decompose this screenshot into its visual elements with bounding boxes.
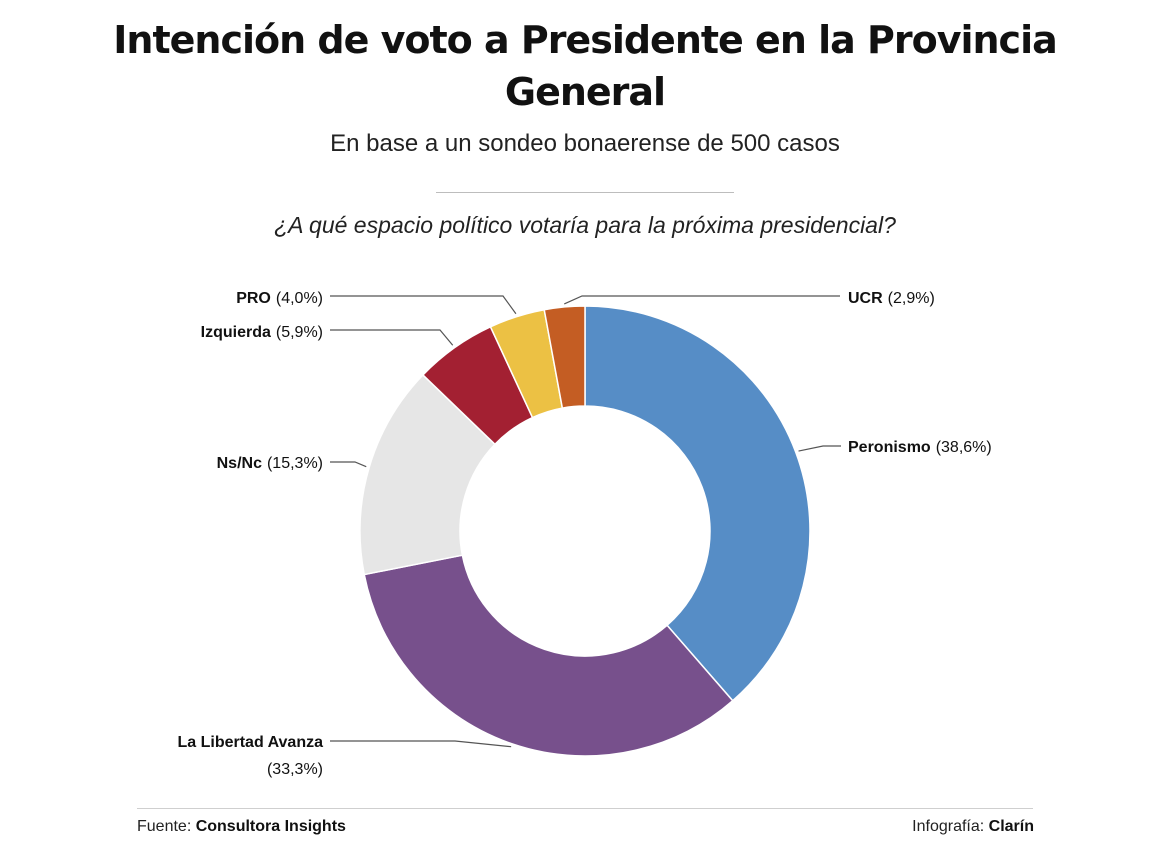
label-peronismo-pct: (38,6%) [936, 439, 992, 456]
leader-lines [330, 295, 841, 748]
label-pro: PRO (4,0%) [236, 290, 323, 307]
chart-title-line-1: Intención de voto a Presidente en la Pro… [113, 18, 1057, 62]
footer-credit: Infografía: Clarín [912, 818, 1034, 836]
footer-source: Fuente: Consultora Insights [137, 818, 346, 836]
chart-subtitle: En base a un sondeo bonaerense de 500 ca… [330, 130, 840, 157]
chart-title: Intención de voto a Presidente en la Pro… [0, 14, 1170, 118]
label-nsnc-pct: (15,3%) [267, 455, 323, 472]
survey-question: ¿A qué espacio político votaría para la … [274, 212, 896, 238]
label-nsnc-name: Ns/Nc [217, 455, 262, 472]
leader-ns-nc [330, 461, 367, 468]
label-izquierda-name: Izquierda [201, 324, 271, 341]
leader-pro [330, 295, 517, 315]
label-izquierda: Izquierda (5,9%) [201, 324, 323, 341]
footer-credit-name: Clarín [988, 818, 1034, 835]
title-divider [436, 192, 734, 193]
label-lla-pct: (33,3%) [267, 761, 323, 778]
donut-slices [359, 305, 811, 757]
slice-peronismo [584, 305, 811, 702]
footer-source-name: Consultora Insights [195, 818, 346, 835]
label-peronismo-name: Peronismo [848, 439, 931, 456]
slice-la-libertad-avanza [363, 554, 734, 757]
label-pro-name: PRO [236, 290, 271, 307]
footer-credit-label: Infografía: [912, 818, 989, 835]
label-ucr-name: UCR [848, 290, 883, 307]
label-peronismo: Peronismo (38,6%) [848, 439, 992, 456]
chart-title-line-2: General [504, 70, 666, 114]
leader-izquierda [330, 329, 454, 346]
footer-source-label: Fuente: [137, 818, 196, 835]
label-pro-pct: (4,0%) [276, 290, 323, 307]
label-ucr-pct: (2,9%) [888, 290, 935, 307]
leader-peronismo [798, 445, 841, 452]
label-izquierda-pct: (5,9%) [276, 324, 323, 341]
label-lla-name-line: La Libertad Avanza [177, 734, 323, 751]
slice-ucr [543, 305, 586, 409]
leader-la-libertad-avanza [330, 740, 512, 748]
label-lla-name: La Libertad Avanza [177, 734, 323, 751]
leader-ucr [564, 295, 840, 305]
label-ucr: UCR (2,9%) [848, 290, 935, 307]
footer-divider [137, 808, 1033, 809]
label-nsnc: Ns/Nc (15,3%) [217, 455, 323, 472]
slice-ns-nc [359, 373, 497, 576]
